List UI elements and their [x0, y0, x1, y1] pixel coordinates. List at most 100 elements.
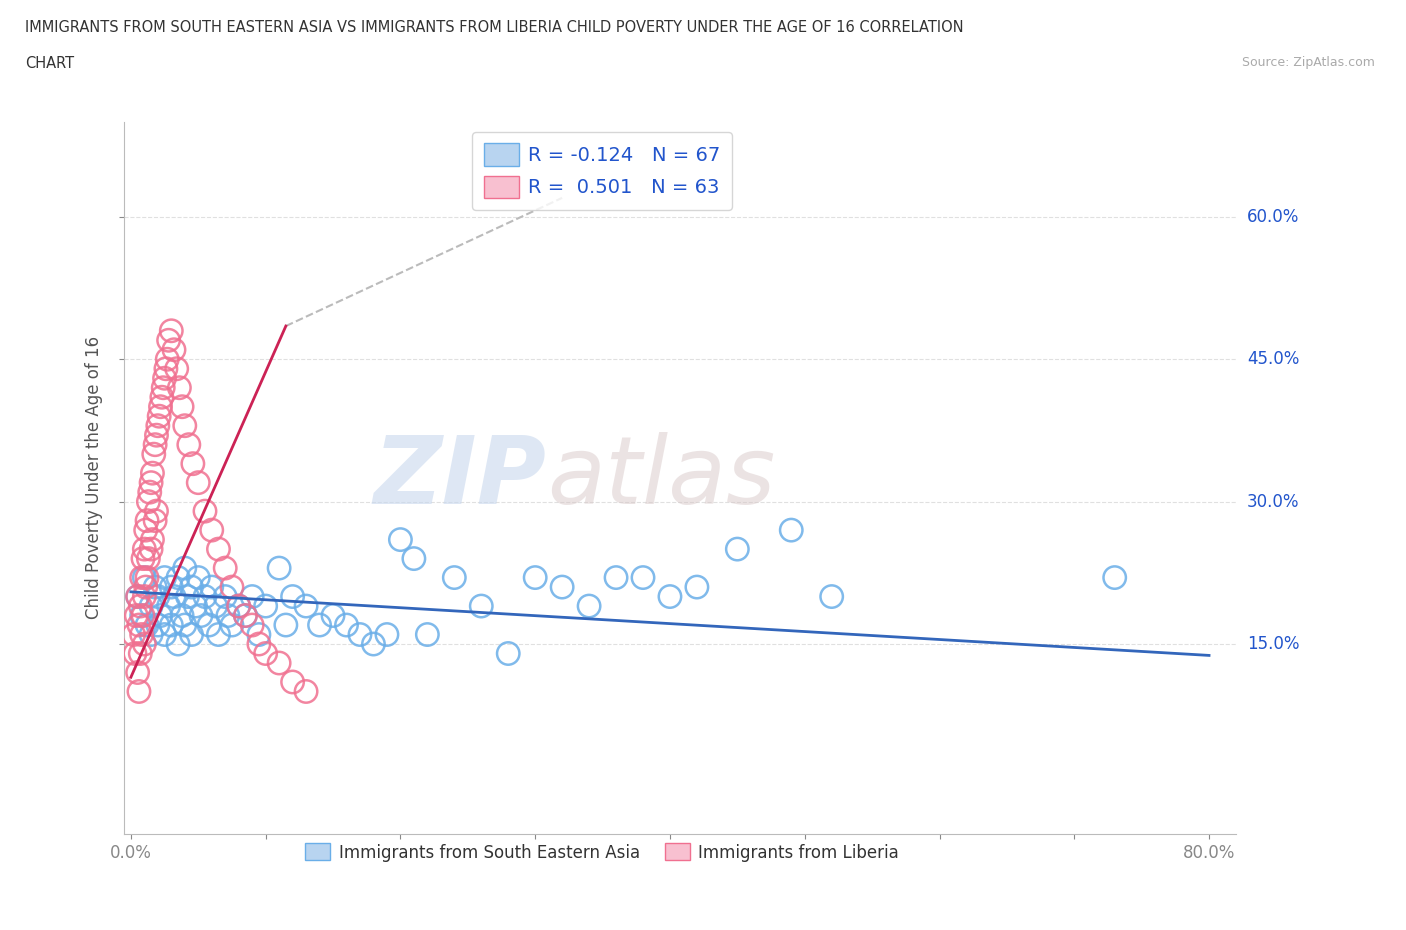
- Point: [167, 570, 190, 585]
- Point: [128, 618, 150, 632]
- Point: [160, 618, 183, 632]
- Point: [139, 627, 162, 642]
- Point: [295, 684, 318, 699]
- Point: [148, 409, 170, 424]
- Point: [180, 579, 202, 594]
- Point: [122, 627, 145, 642]
- Point: [349, 627, 371, 642]
- Point: [194, 504, 217, 519]
- Point: [173, 418, 195, 433]
- Point: [149, 399, 172, 414]
- Point: [402, 551, 425, 566]
- Point: [578, 599, 600, 614]
- Text: IMMIGRANTS FROM SOUTH EASTERN ASIA VS IMMIGRANTS FROM LIBERIA CHILD POVERTY UNDE: IMMIGRANTS FROM SOUTH EASTERN ASIA VS IM…: [25, 20, 965, 35]
- Point: [153, 371, 176, 386]
- Point: [160, 324, 183, 339]
- Point: [129, 646, 152, 661]
- Point: [146, 618, 169, 632]
- Point: [143, 437, 166, 452]
- Point: [214, 561, 236, 576]
- Point: [198, 618, 221, 632]
- Point: [235, 608, 257, 623]
- Point: [658, 589, 681, 604]
- Point: [134, 541, 156, 556]
- Point: [142, 446, 165, 461]
- Point: [269, 561, 291, 576]
- Point: [129, 599, 152, 614]
- Point: [201, 523, 224, 538]
- Point: [131, 608, 153, 623]
- Point: [128, 684, 150, 699]
- Point: [207, 541, 229, 556]
- Point: [127, 589, 149, 604]
- Point: [524, 570, 547, 585]
- Point: [207, 627, 229, 642]
- Point: [335, 618, 357, 632]
- Point: [166, 362, 188, 377]
- Point: [235, 608, 257, 623]
- Point: [146, 418, 169, 433]
- Point: [221, 579, 243, 594]
- Point: [269, 656, 291, 671]
- Text: atlas: atlas: [547, 432, 775, 524]
- Point: [375, 627, 398, 642]
- Point: [281, 589, 304, 604]
- Point: [139, 599, 162, 614]
- Point: [217, 608, 239, 623]
- Point: [281, 674, 304, 689]
- Point: [416, 627, 439, 642]
- Point: [138, 551, 160, 566]
- Point: [187, 475, 209, 490]
- Point: [134, 570, 156, 585]
- Point: [149, 608, 172, 623]
- Point: [134, 636, 156, 651]
- Point: [173, 618, 195, 632]
- Point: [187, 570, 209, 585]
- Point: [145, 428, 167, 443]
- Point: [177, 437, 200, 452]
- Point: [228, 599, 250, 614]
- Text: 60.0%: 60.0%: [1247, 208, 1299, 226]
- Point: [274, 618, 297, 632]
- Point: [254, 599, 277, 614]
- Point: [605, 570, 627, 585]
- Point: [184, 599, 207, 614]
- Text: 30.0%: 30.0%: [1247, 493, 1299, 511]
- Point: [153, 627, 176, 642]
- Point: [201, 579, 224, 594]
- Point: [240, 589, 263, 604]
- Point: [150, 390, 173, 405]
- Point: [163, 342, 186, 357]
- Point: [496, 646, 519, 661]
- Point: [153, 570, 176, 585]
- Point: [308, 618, 330, 632]
- Point: [686, 579, 709, 594]
- Point: [145, 504, 167, 519]
- Point: [631, 570, 654, 585]
- Text: Source: ZipAtlas.com: Source: ZipAtlas.com: [1241, 56, 1375, 69]
- Point: [152, 380, 174, 395]
- Point: [167, 636, 190, 651]
- Point: [136, 570, 159, 585]
- Text: CHART: CHART: [25, 56, 75, 71]
- Point: [143, 513, 166, 528]
- Point: [470, 599, 492, 614]
- Point: [247, 627, 270, 642]
- Point: [124, 646, 146, 661]
- Point: [295, 599, 318, 614]
- Point: [135, 523, 157, 538]
- Point: [1104, 570, 1126, 585]
- Point: [172, 608, 194, 623]
- Point: [169, 380, 191, 395]
- Point: [127, 665, 149, 680]
- Point: [132, 608, 155, 623]
- Y-axis label: Child Poverty Under the Age of 16: Child Poverty Under the Age of 16: [86, 337, 103, 619]
- Point: [141, 532, 163, 547]
- Point: [139, 485, 162, 499]
- Point: [176, 589, 198, 604]
- Point: [146, 589, 169, 604]
- Point: [240, 618, 263, 632]
- Point: [363, 636, 385, 651]
- Point: [180, 627, 202, 642]
- Point: [190, 608, 212, 623]
